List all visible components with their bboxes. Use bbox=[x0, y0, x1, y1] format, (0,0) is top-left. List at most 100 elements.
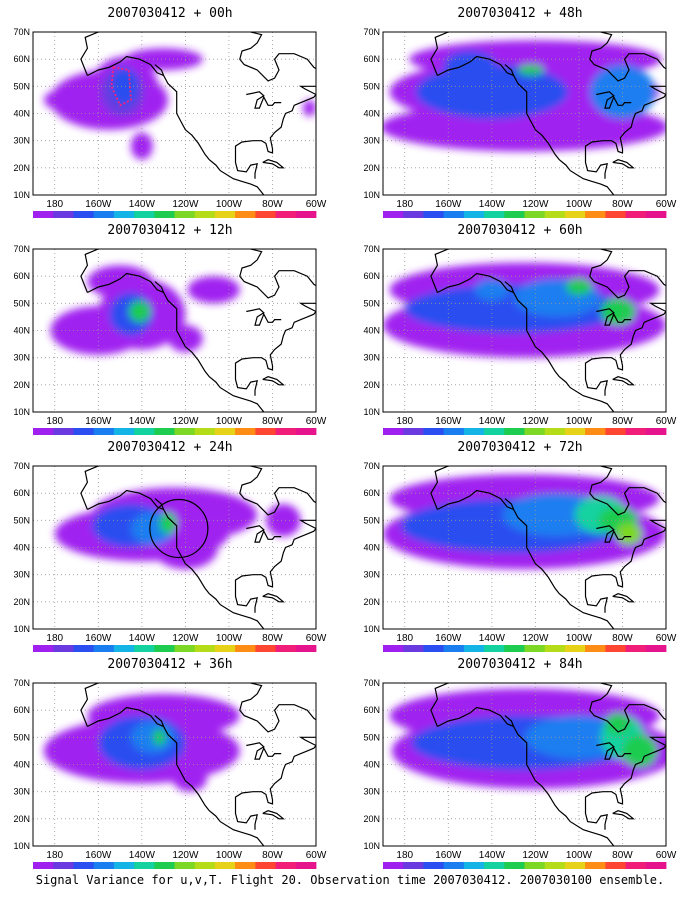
coastlines bbox=[80, 249, 316, 412]
colorbar-swatch bbox=[194, 645, 216, 652]
colorbar: 1.62.23.145.16.37.591114212940 bbox=[383, 645, 667, 652]
lon-tick-label: 120W bbox=[172, 416, 199, 427]
lon-tick-label: 100W bbox=[566, 199, 593, 210]
coastline bbox=[437, 706, 615, 846]
colorbar: 1.62.23.145.16.37.591114212940 bbox=[383, 862, 667, 869]
panel-title: 2007030412 + 72h bbox=[457, 440, 583, 455]
lat-tick-label: 20N bbox=[363, 380, 380, 390]
colorbar-swatch bbox=[504, 211, 525, 218]
lat-tick-label: 10N bbox=[363, 841, 380, 851]
lon-tick-label: 80W bbox=[262, 416, 283, 427]
colorbar: 1.62.23.145.16.37.591114212940 bbox=[33, 428, 317, 435]
lat-tick-label: 50N bbox=[363, 298, 380, 308]
coastline bbox=[584, 249, 666, 371]
variance-contour bbox=[159, 512, 177, 534]
colorbar-swatch bbox=[174, 428, 196, 435]
variance-map: 10N 20N 30N 40N 50N 60N 70N 180 160W 140W 120W 100W… bbox=[363, 27, 677, 218]
colorbar-swatch bbox=[214, 428, 236, 435]
lat-tick-label: 20N bbox=[13, 163, 30, 173]
colorbar-swatch bbox=[113, 428, 135, 435]
colorbar-swatch bbox=[113, 211, 135, 218]
map-frame bbox=[382, 682, 667, 847]
colorbar-swatch bbox=[255, 862, 276, 869]
coastline bbox=[430, 683, 449, 727]
colorbar-swatch bbox=[544, 862, 566, 869]
colorbar-swatch bbox=[585, 862, 606, 869]
lat-tick-label: 20N bbox=[363, 814, 380, 824]
lat-tick-label: 20N bbox=[363, 597, 380, 607]
lon-tick-label: 60W bbox=[306, 633, 327, 644]
lat-tick-label: 40N bbox=[13, 326, 30, 336]
coastline bbox=[596, 91, 632, 109]
map-frame bbox=[32, 31, 317, 196]
variance-contour bbox=[517, 64, 545, 76]
coastline bbox=[87, 706, 265, 846]
coastline bbox=[612, 159, 635, 169]
colorbar-swatch bbox=[564, 428, 586, 435]
variance-contour bbox=[600, 297, 636, 326]
lat-tick-label: 70N bbox=[363, 244, 380, 254]
colorbar-swatch bbox=[383, 428, 404, 435]
coastline bbox=[154, 64, 165, 76]
lon-tick-label: 100W bbox=[566, 416, 593, 427]
colorbar-swatch bbox=[383, 645, 404, 652]
variance-contour bbox=[124, 48, 203, 71]
colorbar-swatch bbox=[463, 862, 485, 869]
colorbar: 1.62.23.145.16.37.591114212940 bbox=[383, 428, 667, 435]
colorbar-swatch bbox=[93, 862, 115, 869]
colorbar-swatch bbox=[73, 862, 94, 869]
colorbar-swatch bbox=[275, 211, 297, 218]
colorbar-swatch bbox=[625, 645, 647, 652]
lat-tick-label: 10N bbox=[363, 624, 380, 634]
lon-tick-label: 160W bbox=[435, 199, 462, 210]
variance-contour bbox=[172, 764, 208, 792]
lat-tick-label: 30N bbox=[363, 787, 380, 797]
map-frame bbox=[382, 31, 667, 196]
colorbar-swatch bbox=[544, 428, 566, 435]
map-panel-36h: 2007030412 + 36h 10N 20N 30N 40N 50N 60N 70N 18… bbox=[0, 656, 340, 871]
map-frame bbox=[32, 465, 317, 630]
variance-contour bbox=[415, 64, 568, 119]
coastlines bbox=[80, 32, 316, 195]
lon-tick-label: 100W bbox=[216, 633, 243, 644]
lat-tick-label: 60N bbox=[363, 271, 380, 281]
lon-tick-label: 140W bbox=[479, 416, 506, 427]
coastline bbox=[87, 55, 265, 195]
colorbar-swatch bbox=[33, 645, 54, 652]
variance-contour bbox=[187, 276, 240, 304]
lon-tick-label: 120W bbox=[172, 199, 199, 210]
coastline bbox=[234, 585, 258, 613]
lat-tick-label: 40N bbox=[363, 326, 380, 336]
lon-tick-label: 180 bbox=[396, 416, 413, 427]
colorbar-swatch bbox=[463, 645, 485, 652]
colorbar-swatch bbox=[174, 211, 196, 218]
colorbar-swatch bbox=[544, 211, 566, 218]
lat-tick-label: 50N bbox=[13, 298, 30, 308]
colorbar: 1.62.23.145.16.37.591114212940 bbox=[33, 862, 317, 869]
colorbar-swatch bbox=[113, 862, 135, 869]
colorbar-swatch bbox=[53, 428, 74, 435]
map-panel-72h: 2007030412 + 72h 10N 20N 30N 40N 50N 60N 70N 18… bbox=[350, 439, 690, 654]
colorbar-swatch bbox=[235, 428, 256, 435]
colorbar-swatch bbox=[403, 862, 424, 869]
lon-tick-label: 80W bbox=[262, 199, 283, 210]
colorbar-swatch bbox=[484, 645, 505, 652]
colorbar-swatch bbox=[93, 211, 115, 218]
lon-tick-label: 140W bbox=[129, 633, 156, 644]
colorbar-swatch bbox=[645, 862, 667, 869]
colorbar-swatch bbox=[134, 211, 155, 218]
coastline bbox=[80, 466, 99, 510]
lat-tick-label: 70N bbox=[13, 678, 30, 688]
colorbar-swatch bbox=[504, 428, 525, 435]
lon-tick-label: 160W bbox=[85, 633, 112, 644]
coastline bbox=[596, 525, 632, 543]
colorbar-swatch bbox=[295, 645, 317, 652]
lon-tick-label: 120W bbox=[522, 633, 549, 644]
lon-tick-label: 180 bbox=[46, 199, 63, 210]
lon-tick-label: 120W bbox=[522, 199, 549, 210]
panel-title: 2007030412 + 00h bbox=[107, 6, 233, 21]
colorbar-swatch bbox=[255, 211, 276, 218]
coastline bbox=[504, 64, 515, 76]
lat-tick-label: 60N bbox=[13, 488, 30, 498]
coastline bbox=[234, 466, 316, 588]
